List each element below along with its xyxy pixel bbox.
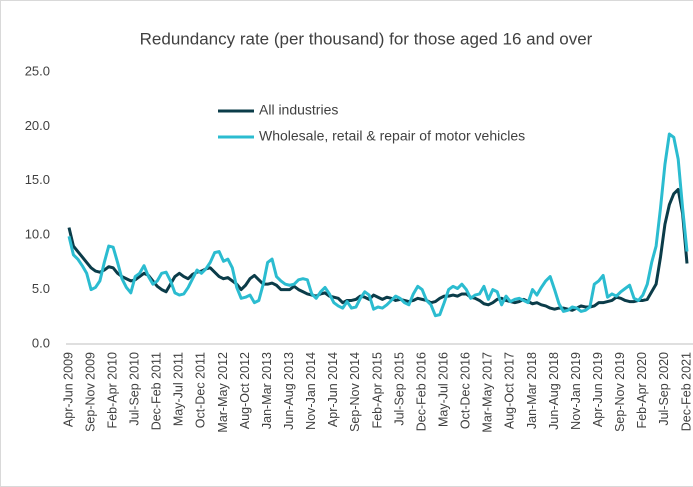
x-tick-label: Feb-Apr 2015 — [370, 352, 384, 428]
x-tick-label: Mar-May 2017 — [481, 352, 495, 433]
x-tick-label: Oct-Dec 2011 — [194, 352, 208, 428]
x-tick-label: Mar-May 2012 — [216, 352, 230, 433]
x-tick-label: Sep-Nov 2009 — [83, 352, 97, 432]
x-tick-label: Jun-Aug 2013 — [282, 352, 296, 430]
x-tick-label: Jul-Sep 2015 — [392, 352, 406, 426]
x-tick-label: May-Jul 2011 — [172, 352, 186, 426]
x-tick-label: Dec-Feb 2016 — [414, 352, 428, 431]
x-tick-label: Feb-Apr 2010 — [105, 352, 119, 428]
chart-title: Redundancy rate (per thousand) for those… — [140, 29, 593, 48]
x-tick-label: Oct-Dec 2016 — [459, 352, 473, 429]
x-tick-label: Jun-Aug 2018 — [547, 352, 561, 430]
y-tick-label: 5.0 — [32, 281, 50, 296]
y-tick-label: 15.0 — [25, 172, 50, 187]
x-tick-label: May-Jul 2016 — [437, 352, 451, 427]
x-tick-label: Nov-Jan 2014 — [304, 352, 318, 430]
x-tick-label: Sep-Nov 2014 — [348, 352, 362, 432]
legend-label: Wholesale, retail & repair of motor vehi… — [259, 128, 525, 144]
y-tick-label: 0.0 — [32, 335, 50, 350]
x-tick-label: Apr-Jun 2019 — [591, 352, 605, 427]
x-tick-label: Jan-Mar 2018 — [525, 352, 539, 429]
x-tick-label: Dec-Feb 2011 — [150, 352, 164, 430]
x-tick-label: Apr-Jun 2009 — [61, 352, 75, 427]
y-tick-label: 10.0 — [25, 227, 50, 242]
line-series — [67, 132, 689, 318]
x-tick-label: Feb-Apr 2020 — [635, 352, 649, 428]
y-tick-label: 25.0 — [25, 63, 50, 78]
y-tick-label: 20.0 — [25, 118, 50, 133]
legend-label: All industries — [259, 102, 338, 118]
x-tick-label: Jul-Sep 2020 — [657, 352, 671, 426]
x-tick-label: Apr-Jun 2014 — [326, 352, 340, 427]
x-tick-label: Nov-Jan 2019 — [569, 352, 583, 430]
x-tick-label: Dec-Feb 2021 — [679, 352, 693, 431]
x-tick-label: Aug-Oct 2012 — [238, 352, 252, 429]
x-tick-label: Jul-Sep 2010 — [128, 352, 142, 426]
x-tick-label: Jan-Mar 2013 — [260, 352, 274, 429]
x-tick-label: Sep-Nov 2019 — [613, 352, 627, 432]
x-tick-label: Aug-Oct 2017 — [503, 352, 517, 429]
